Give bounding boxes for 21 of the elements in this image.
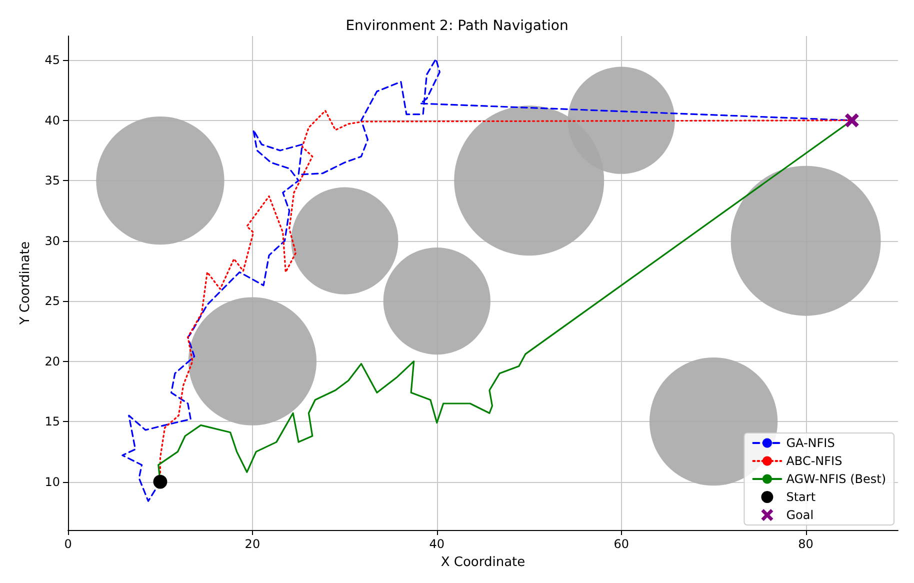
y-axis-title: Y Coordinate — [18, 241, 33, 326]
legend-label: Start — [786, 490, 816, 504]
y-tick-label: 25 — [44, 294, 60, 308]
legend-label: ABC-NFIS — [786, 454, 842, 468]
x-tick-label: 20 — [244, 537, 260, 551]
legend-label: Goal — [786, 508, 814, 522]
x-axis-title: X Coordinate — [440, 555, 526, 570]
y-tick-label: 40 — [44, 113, 60, 128]
y-tick-label: 30 — [44, 234, 60, 248]
y-tick-label: 10 — [44, 474, 60, 489]
y-tick-label: 20 — [44, 354, 60, 368]
x-tick-label: 0 — [64, 537, 72, 551]
y-tick-label: 35 — [44, 174, 60, 188]
x-tick-label: 60 — [614, 537, 629, 551]
chart-title: Environment 2: Path Navigation — [346, 18, 568, 34]
y-tick-label: 15 — [44, 414, 60, 429]
x-tick-label: 40 — [429, 537, 445, 551]
x-tick-label: 80 — [798, 537, 814, 551]
legend-label: AGW-NFIS (Best) — [786, 472, 886, 486]
legend-label: GA-NFIS — [786, 436, 835, 450]
y-tick-label: 45 — [44, 53, 60, 68]
